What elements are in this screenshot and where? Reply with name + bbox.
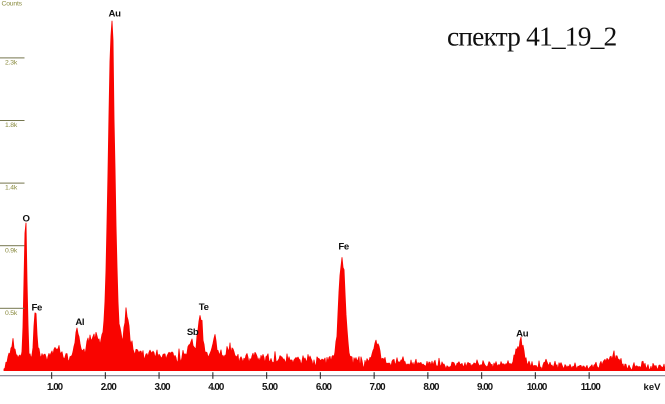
svg-text:0.9k: 0.9k bbox=[5, 247, 18, 254]
svg-text:11.00: 11.00 bbox=[581, 382, 602, 393]
svg-text:7.00: 7.00 bbox=[370, 382, 387, 393]
svg-text:1.4k: 1.4k bbox=[5, 185, 18, 192]
svg-text:10.00: 10.00 bbox=[527, 382, 548, 393]
svg-text:Te: Te bbox=[199, 302, 209, 313]
svg-text:6.00: 6.00 bbox=[316, 382, 333, 393]
svg-text:0.5k: 0.5k bbox=[5, 310, 18, 317]
svg-text:2.3k: 2.3k bbox=[5, 60, 18, 67]
svg-text:keV: keV bbox=[644, 382, 662, 393]
svg-text:Fe: Fe bbox=[338, 241, 349, 252]
svg-text:1.00: 1.00 bbox=[47, 382, 64, 393]
svg-text:Fe: Fe bbox=[32, 302, 43, 313]
svg-text:O: O bbox=[22, 214, 30, 225]
svg-text:Au: Au bbox=[516, 328, 529, 339]
svg-text:Sb: Sb bbox=[187, 327, 199, 338]
svg-text:Al: Al bbox=[75, 317, 84, 328]
svg-text:9.00: 9.00 bbox=[477, 382, 494, 393]
svg-text:спектр 41_19_2: спектр 41_19_2 bbox=[447, 20, 617, 51]
svg-text:2.00: 2.00 bbox=[101, 382, 118, 393]
svg-text:Au: Au bbox=[109, 9, 122, 20]
svg-text:1.8k: 1.8k bbox=[5, 122, 18, 129]
svg-text:8.00: 8.00 bbox=[423, 382, 440, 393]
svg-text:Counts: Counts bbox=[2, 0, 23, 7]
svg-text:4.00: 4.00 bbox=[208, 382, 225, 393]
svg-text:5.00: 5.00 bbox=[262, 382, 279, 393]
svg-text:3.00: 3.00 bbox=[155, 382, 172, 393]
